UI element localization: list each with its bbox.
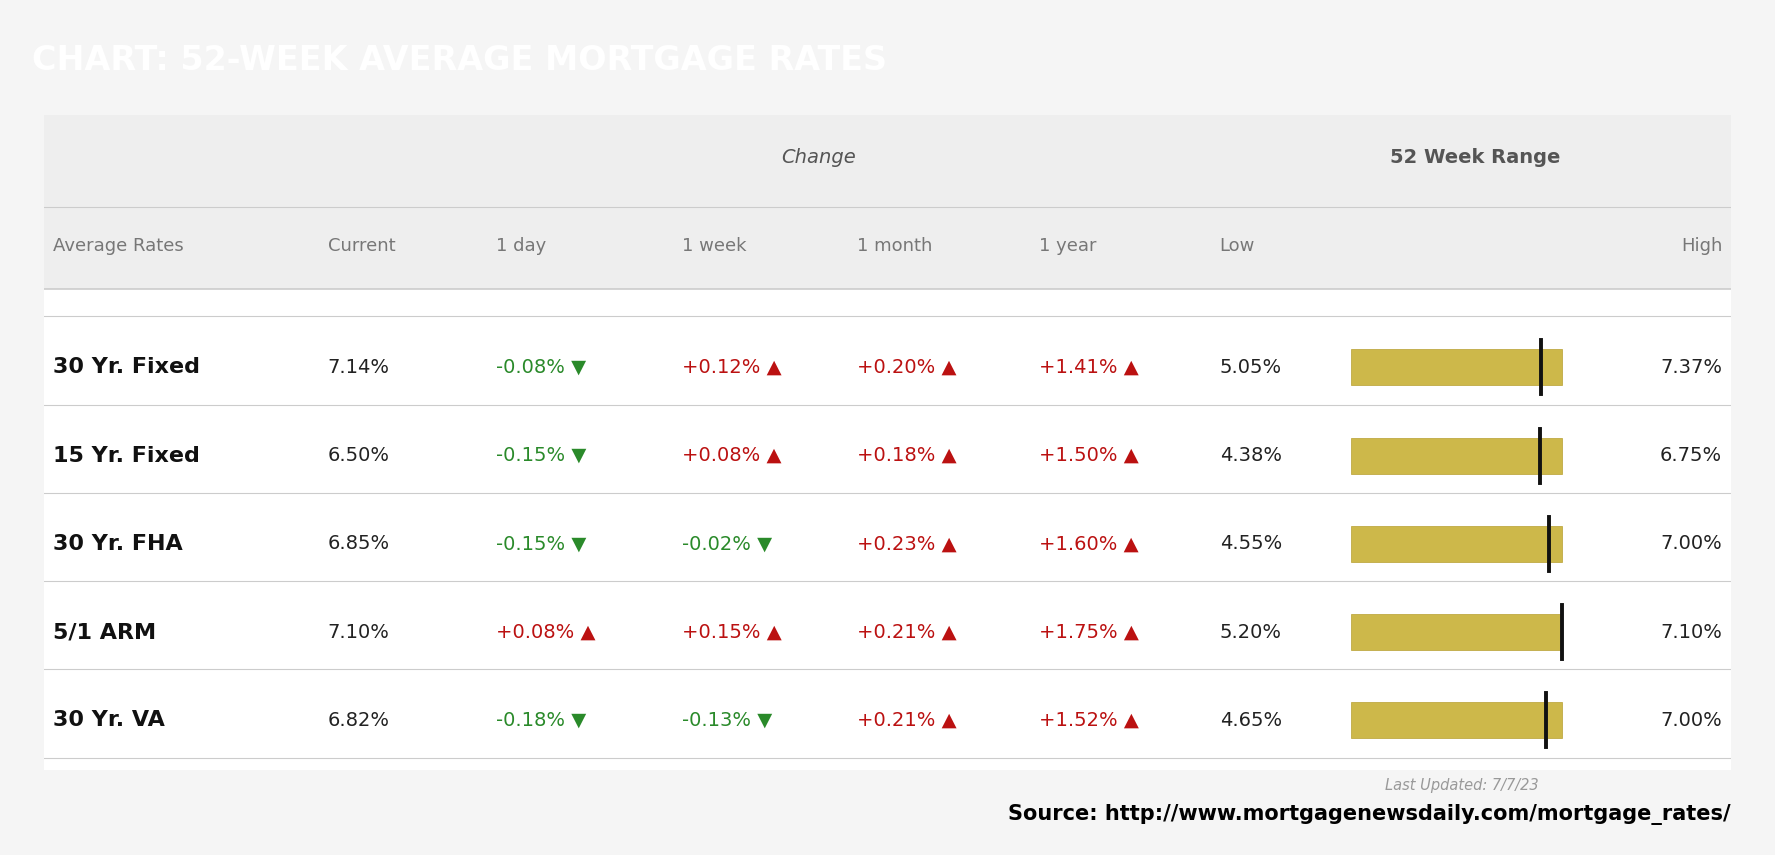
Text: Low: Low [1219, 237, 1255, 256]
Text: 4.65%: 4.65% [1219, 711, 1282, 730]
Text: 7.37%: 7.37% [1660, 357, 1722, 377]
Text: 15 Yr. Fixed: 15 Yr. Fixed [53, 445, 199, 465]
Text: 7.10%: 7.10% [328, 622, 389, 641]
Text: -0.15% ▼: -0.15% ▼ [497, 534, 588, 553]
Text: CHART: 52-WEEK AVERAGE MORTGAGE RATES: CHART: 52-WEEK AVERAGE MORTGAGE RATES [32, 44, 888, 76]
Text: +0.18% ▲: +0.18% ▲ [857, 446, 957, 465]
Text: +1.52% ▲: +1.52% ▲ [1038, 711, 1140, 730]
Bar [44, 289, 1731, 770]
Bar [1351, 703, 1562, 739]
Bar [44, 115, 1731, 289]
Bar [1351, 614, 1562, 650]
Text: 6.82%: 6.82% [328, 711, 390, 730]
Text: Last Updated: 7/7/23: Last Updated: 7/7/23 [1384, 778, 1539, 793]
Text: +1.41% ▲: +1.41% ▲ [1038, 357, 1140, 377]
Text: 1 month: 1 month [857, 237, 932, 256]
Text: 5/1 ARM: 5/1 ARM [53, 622, 156, 642]
Text: +0.08% ▲: +0.08% ▲ [497, 622, 596, 641]
Bar [1351, 526, 1562, 562]
Text: 30 Yr. VA: 30 Yr. VA [53, 711, 165, 730]
Text: Average Rates: Average Rates [53, 237, 183, 256]
Text: 7.00%: 7.00% [1660, 534, 1722, 553]
Text: 1 day: 1 day [497, 237, 547, 256]
Text: 4.38%: 4.38% [1219, 446, 1282, 465]
Text: Source: http://www.mortgagenewsdaily.com/mortgage_rates/: Source: http://www.mortgagenewsdaily.com… [1008, 804, 1731, 825]
Text: -0.18% ▼: -0.18% ▼ [497, 711, 586, 730]
Text: Change: Change [781, 149, 856, 168]
Text: +0.12% ▲: +0.12% ▲ [682, 357, 781, 377]
Bar [1351, 438, 1562, 474]
Text: -0.02% ▼: -0.02% ▼ [682, 534, 772, 553]
Text: -0.15% ▼: -0.15% ▼ [497, 446, 588, 465]
Text: 7.10%: 7.10% [1660, 622, 1722, 641]
Text: +0.21% ▲: +0.21% ▲ [857, 622, 957, 641]
Text: +0.08% ▲: +0.08% ▲ [682, 446, 781, 465]
Text: -0.08% ▼: -0.08% ▼ [497, 357, 586, 377]
Text: +0.20% ▲: +0.20% ▲ [857, 357, 957, 377]
Bar [1351, 349, 1562, 386]
Text: +0.23% ▲: +0.23% ▲ [857, 534, 957, 553]
Text: 30 Yr. Fixed: 30 Yr. Fixed [53, 357, 201, 377]
Text: High: High [1681, 237, 1722, 256]
Text: 30 Yr. FHA: 30 Yr. FHA [53, 534, 183, 554]
Text: +0.21% ▲: +0.21% ▲ [857, 711, 957, 730]
Text: Current: Current [328, 237, 396, 256]
Text: 5.05%: 5.05% [1219, 357, 1282, 377]
Text: 1 week: 1 week [682, 237, 746, 256]
Text: 1 year: 1 year [1038, 237, 1097, 256]
Text: -0.13% ▼: -0.13% ▼ [682, 711, 772, 730]
Text: 5.20%: 5.20% [1219, 622, 1282, 641]
Text: +1.75% ▲: +1.75% ▲ [1038, 622, 1140, 641]
Text: 6.85%: 6.85% [328, 534, 390, 553]
Text: +1.60% ▲: +1.60% ▲ [1038, 534, 1140, 553]
Text: 52 Week Range: 52 Week Range [1390, 149, 1560, 168]
Text: 7.14%: 7.14% [328, 357, 390, 377]
Text: 7.00%: 7.00% [1660, 711, 1722, 730]
Text: 6.50%: 6.50% [328, 446, 390, 465]
Text: +1.50% ▲: +1.50% ▲ [1038, 446, 1140, 465]
Text: +0.15% ▲: +0.15% ▲ [682, 622, 781, 641]
Text: 6.75%: 6.75% [1660, 446, 1722, 465]
Text: 4.55%: 4.55% [1219, 534, 1282, 553]
